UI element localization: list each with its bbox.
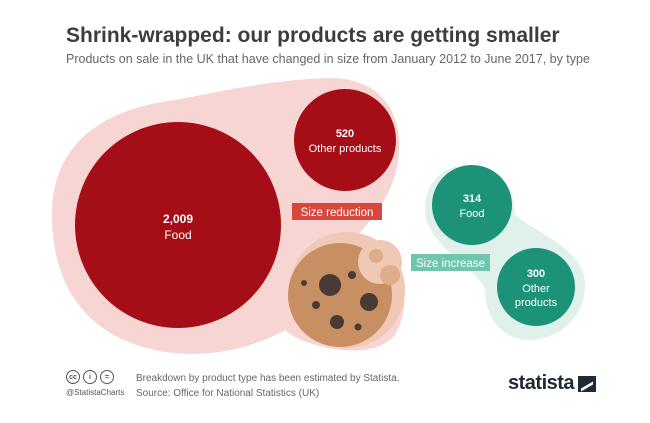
size-increase-label-bg <box>411 254 490 271</box>
size-increase-label: Size increase <box>416 258 485 270</box>
attribution-icon: i <box>83 370 97 384</box>
no-derivatives-icon: = <box>100 370 114 384</box>
license-icons: cc i = <box>66 370 114 384</box>
size-reduction-label-bg <box>292 203 382 220</box>
brand-name: statista <box>508 372 575 394</box>
bubble-increase-other-products <box>497 248 575 326</box>
bubble-value-label: 2,009 <box>163 212 193 226</box>
footer-note: Breakdown by product type has been estim… <box>136 373 400 384</box>
bubble-reduction-food <box>75 122 281 328</box>
chart-title: Shrink-wrapped: our products are getting… <box>66 24 560 47</box>
bubble-value-label: 520 <box>336 128 354 140</box>
bubble-increase-food <box>432 165 512 245</box>
bubble-category-line1: Other <box>522 283 550 295</box>
size-reduction-label: Size reduction <box>301 207 374 219</box>
source-note: Source: Office for National Statistics (… <box>136 388 320 399</box>
bubble-value-label: 314 <box>463 193 482 205</box>
bubble-category-line2: products <box>515 297 558 309</box>
twitter-handle: @StatistaCharts <box>66 388 125 397</box>
cookie-illustration <box>288 232 405 348</box>
cc-icon: cc <box>66 370 80 384</box>
bubble-value-label: 300 <box>527 268 545 280</box>
bubble-category-label: Other products <box>309 143 382 155</box>
bubble-category-label: Food <box>459 208 484 220</box>
bubble-reduction-other-products <box>294 89 396 191</box>
brand-mark-icon <box>578 375 597 392</box>
bubble-category-label: Food <box>164 228 191 242</box>
chart-subtitle: Products on sale in the UK that have cha… <box>66 52 590 66</box>
statista-logo: statista <box>508 372 597 395</box>
